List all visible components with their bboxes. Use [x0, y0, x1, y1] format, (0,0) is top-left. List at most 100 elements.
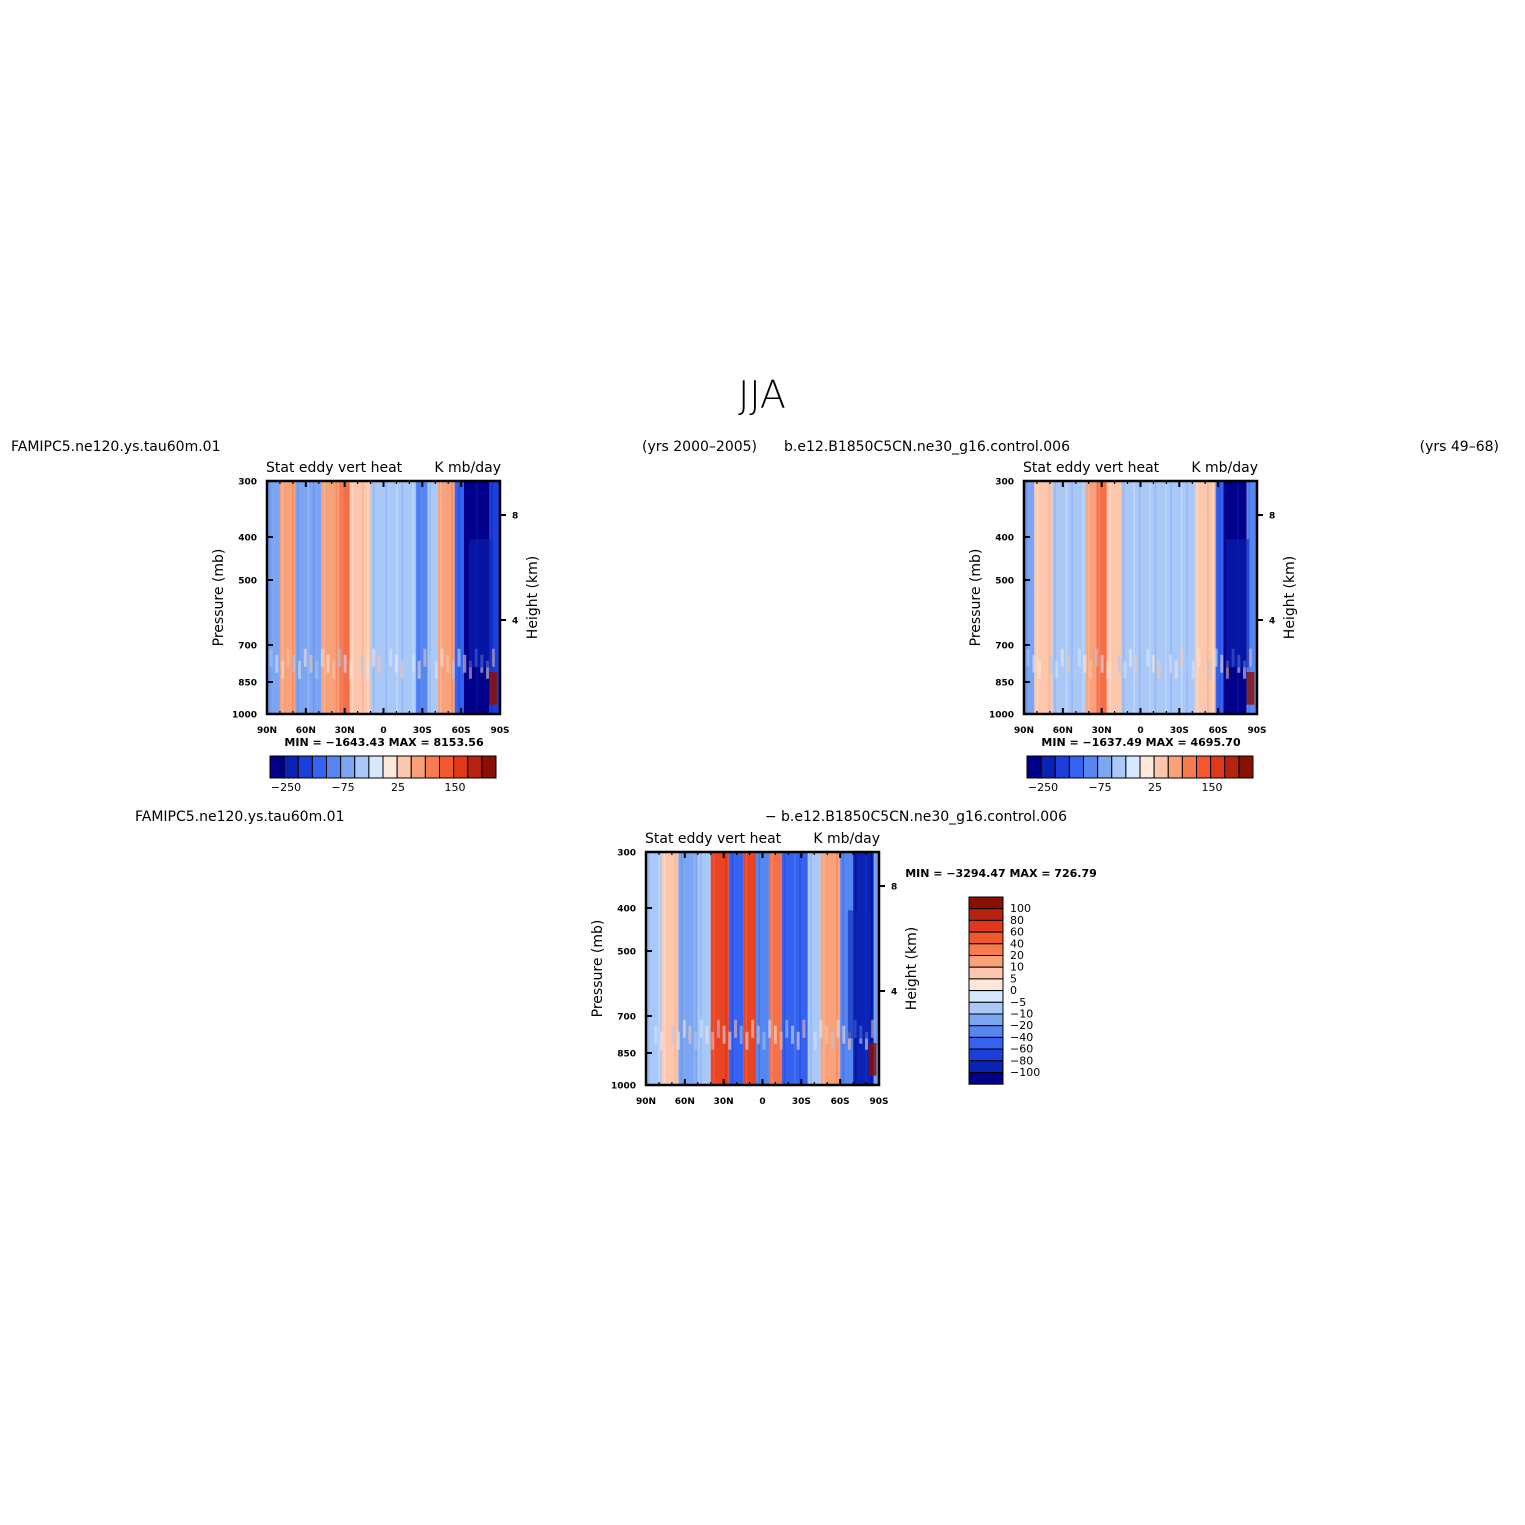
heatmap-streak	[680, 852, 683, 1085]
heatmap-noise	[1203, 654, 1207, 673]
heatmap-streak	[465, 481, 468, 714]
x-tick-label: 0	[1137, 726, 1143, 736]
height-tick-label: 4	[1269, 617, 1275, 627]
heatmap-noise	[768, 1019, 772, 1038]
heatmap-streak	[335, 481, 338, 714]
heatmap-extreme	[847, 910, 872, 1039]
heatmap-streak	[406, 481, 409, 714]
colorbar-cell	[1196, 755, 1212, 779]
heatmap-streak	[777, 852, 780, 1085]
y-axis-label: Pressure (mb)	[590, 920, 606, 1018]
colorbar-cell	[968, 955, 1004, 968]
heatmap-noise	[1083, 654, 1087, 673]
heatmap-streak	[751, 852, 754, 1085]
heatmap-cell	[697, 852, 711, 1085]
colorbar-cell	[968, 1013, 1004, 1027]
colorbar-cell	[439, 755, 455, 779]
heatmap-cell	[873, 852, 879, 1085]
heatmap-noise	[303, 648, 307, 667]
colorbar-label: −250	[1028, 781, 1058, 794]
heatmap-noise	[366, 660, 370, 679]
panel-b-run-name: b.e12.B1850C5CN.ne30_g16.control.006	[784, 439, 1070, 455]
heatmap-streak	[1048, 481, 1051, 714]
heatmap-noise	[779, 1031, 783, 1050]
heatmap-streak	[1071, 481, 1073, 714]
y-axis-label-right: Height (km)	[1282, 556, 1298, 639]
heatmap-cell	[728, 852, 744, 1085]
heatmap-streak	[718, 852, 721, 1085]
colorbar-cell	[1097, 755, 1113, 779]
heatmap-noise	[728, 1031, 732, 1050]
heatmap-streak	[323, 481, 326, 714]
colorbar-cell	[968, 966, 1004, 980]
plot-title-right: K mb/day	[434, 460, 501, 476]
heatmap-noise	[1157, 660, 1161, 679]
colorbar-cell	[326, 755, 342, 779]
colorbar-cell	[396, 755, 412, 779]
heatmap-noise	[337, 648, 341, 667]
y-tick-label: 1000	[989, 711, 1014, 721]
heatmap-extreme	[489, 672, 498, 705]
heatmap-streak	[275, 481, 278, 714]
y-axis-label: Pressure (mb)	[968, 549, 984, 647]
heatmap-noise	[1151, 654, 1155, 673]
colorbar-label: −250	[271, 781, 301, 794]
heatmap-noise	[434, 660, 438, 679]
heatmap-streak	[1128, 481, 1130, 714]
heatmap-noise	[332, 660, 336, 679]
y-tick-label: 1000	[232, 711, 257, 721]
heatmap-noise	[394, 654, 398, 673]
heatmap-noise	[389, 648, 393, 667]
heatmap-streak	[439, 481, 442, 714]
heatmap-streak	[669, 852, 671, 1085]
plot-title-left: Stat eddy vert heat	[645, 831, 782, 847]
y-tick-label: 850	[617, 1050, 636, 1060]
heatmap-streak	[361, 481, 364, 714]
heatmap-noise	[491, 648, 495, 667]
heatmap-streak	[1109, 481, 1112, 714]
colorbar-cell	[453, 755, 469, 779]
heatmap-field	[267, 481, 500, 714]
x-tick-label: 30N	[335, 726, 355, 736]
heatmap-noise	[671, 1025, 675, 1044]
heatmap-noise	[1032, 654, 1036, 673]
heatmap-noise	[1112, 648, 1116, 667]
x-tick-label: 60N	[1053, 726, 1073, 736]
heatmap-cell	[427, 481, 438, 714]
y-tick-label: 300	[995, 478, 1014, 488]
heatmap-streak	[385, 481, 387, 714]
colorbar-label: 80	[1010, 914, 1024, 927]
heatmap-streak	[1207, 481, 1209, 714]
colorbar-label: 60	[1010, 926, 1024, 939]
heatmap-noise	[808, 1025, 812, 1044]
y-tick-label: 700	[238, 642, 257, 652]
heatmap-noise	[1026, 648, 1030, 667]
heatmap-cell	[756, 852, 769, 1085]
heatmap-streak	[1186, 481, 1188, 714]
colorbar-cell	[1139, 755, 1155, 779]
colorbar-label: 25	[1148, 781, 1162, 794]
y-tick-label: 700	[617, 1013, 636, 1023]
heatmap-streak	[1159, 481, 1162, 714]
heatmap-streak	[658, 852, 660, 1085]
heatmap-noise	[1089, 660, 1093, 679]
heatmap-noise	[688, 1025, 692, 1044]
heatmap-noise	[1049, 654, 1053, 673]
y-tick-label: 850	[995, 679, 1014, 689]
panel-a-years: (yrs 2000–2005)	[642, 439, 757, 455]
heatmap-noise	[1060, 648, 1064, 667]
heatmap-noise	[446, 654, 450, 673]
colorbar-cell	[1181, 755, 1197, 779]
x-tick-label: 90N	[257, 726, 277, 736]
y-tick-label: 1000	[611, 1082, 636, 1092]
heatmap-streak	[693, 852, 696, 1085]
heatmap-cell	[370, 481, 384, 714]
heatmap-noise	[654, 1025, 658, 1044]
heatmap-noise	[659, 1031, 663, 1050]
heatmap-streak	[783, 852, 786, 1085]
heatmap-streak	[804, 852, 807, 1085]
heatmap-streak	[429, 481, 431, 714]
heatmap-streak	[663, 852, 666, 1085]
heatmap-noise	[773, 1025, 777, 1044]
heatmap-streak	[823, 852, 825, 1085]
